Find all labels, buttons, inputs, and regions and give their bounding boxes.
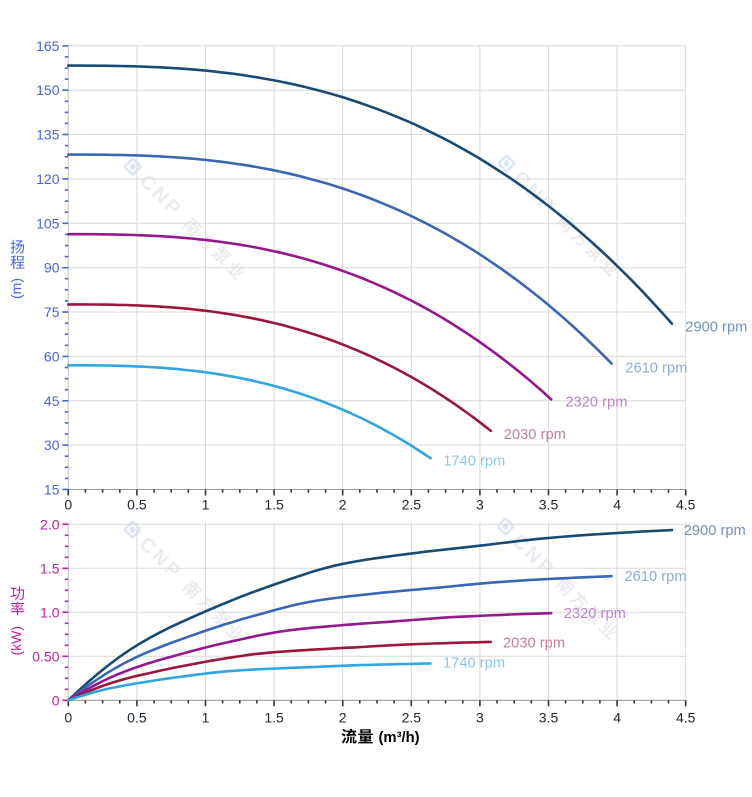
svg-text:2: 2 bbox=[339, 497, 347, 513]
svg-text:(m): (m) bbox=[8, 278, 24, 299]
svg-text:(kW): (kW) bbox=[8, 626, 24, 656]
svg-text:150: 150 bbox=[36, 82, 60, 98]
svg-text:165: 165 bbox=[36, 38, 60, 54]
svg-text:3: 3 bbox=[476, 497, 484, 513]
svg-text:1.5: 1.5 bbox=[264, 709, 284, 725]
svg-text:3.5: 3.5 bbox=[539, 497, 559, 513]
svg-text:0: 0 bbox=[52, 692, 60, 708]
svg-text:2030 rpm: 2030 rpm bbox=[504, 427, 566, 443]
svg-text:60: 60 bbox=[44, 348, 60, 364]
svg-text:2.0: 2.0 bbox=[40, 516, 60, 532]
svg-text:1: 1 bbox=[202, 497, 210, 513]
svg-text:0: 0 bbox=[64, 709, 72, 725]
svg-text:45: 45 bbox=[44, 393, 60, 409]
svg-text:1: 1 bbox=[202, 709, 210, 725]
svg-text:2900 rpm: 2900 rpm bbox=[684, 523, 746, 539]
svg-text:2610 rpm: 2610 rpm bbox=[625, 360, 687, 376]
svg-text:2: 2 bbox=[339, 709, 347, 725]
svg-text:1.5: 1.5 bbox=[264, 497, 284, 513]
svg-text:2900 rpm: 2900 rpm bbox=[685, 320, 747, 336]
svg-text:1.0: 1.0 bbox=[40, 604, 60, 620]
svg-text:0.5: 0.5 bbox=[127, 497, 147, 513]
svg-text:4: 4 bbox=[613, 497, 621, 513]
svg-text:2320 rpm: 2320 rpm bbox=[565, 394, 627, 410]
svg-text:2610 rpm: 2610 rpm bbox=[625, 569, 687, 585]
svg-text:0.50: 0.50 bbox=[32, 648, 59, 664]
svg-text:120: 120 bbox=[36, 171, 60, 187]
svg-text:15: 15 bbox=[44, 482, 60, 498]
svg-text:2.5: 2.5 bbox=[402, 497, 422, 513]
svg-text:75: 75 bbox=[44, 304, 60, 320]
svg-text:3: 3 bbox=[476, 709, 484, 725]
svg-text:0.5: 0.5 bbox=[127, 709, 147, 725]
svg-text:2030 rpm: 2030 rpm bbox=[503, 635, 565, 651]
svg-text:1740 rpm: 1740 rpm bbox=[443, 656, 505, 672]
svg-text:90: 90 bbox=[44, 260, 60, 276]
svg-text:(m³/h): (m³/h) bbox=[379, 730, 420, 746]
svg-text:0: 0 bbox=[64, 497, 72, 513]
svg-text:4: 4 bbox=[613, 709, 621, 725]
svg-text:2.5: 2.5 bbox=[402, 709, 422, 725]
svg-text:3.5: 3.5 bbox=[539, 709, 559, 725]
svg-text:105: 105 bbox=[36, 215, 60, 231]
svg-text:30: 30 bbox=[44, 437, 60, 453]
svg-text:1740 rpm: 1740 rpm bbox=[443, 453, 505, 469]
svg-text:4.5: 4.5 bbox=[676, 709, 696, 725]
svg-text:1.5: 1.5 bbox=[40, 560, 60, 576]
svg-text:4.5: 4.5 bbox=[676, 497, 696, 513]
svg-text:135: 135 bbox=[36, 127, 60, 143]
svg-text:2320 rpm: 2320 rpm bbox=[564, 606, 626, 622]
